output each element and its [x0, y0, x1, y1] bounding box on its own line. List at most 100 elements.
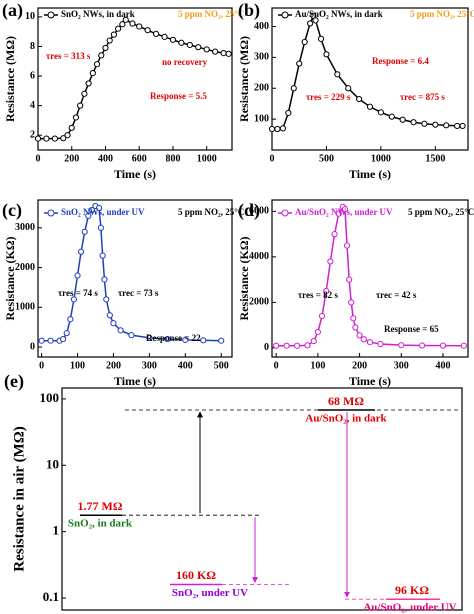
- x-tick-label: 500: [214, 360, 229, 371]
- panel-label: (b): [238, 0, 260, 21]
- data-point: [432, 121, 439, 128]
- data-point: [89, 69, 96, 77]
- x-tick-label: 400: [178, 360, 193, 371]
- data-point: [314, 328, 321, 336]
- data-point: [421, 120, 428, 127]
- data-point: [307, 20, 314, 27]
- x-tick-label: 500: [319, 153, 334, 164]
- data-point: [454, 122, 461, 130]
- data-point: [81, 90, 88, 97]
- data-point: [122, 16, 129, 23]
- data-point: [101, 276, 108, 283]
- y-tick-label: 2: [30, 130, 35, 141]
- data-point: [78, 248, 85, 255]
- data-point: [352, 324, 359, 331]
- level-category: Au/SnO₂, in dark: [305, 413, 387, 425]
- data-point: [106, 37, 113, 44]
- data-point: [334, 71, 341, 78]
- data-point: [68, 124, 75, 131]
- data-point: [443, 122, 450, 129]
- data-point: [323, 51, 330, 58]
- panel-label: (a): [2, 0, 23, 21]
- data-point: [410, 119, 417, 126]
- data-point: [38, 337, 45, 344]
- y-axis-label: Resistance (MΩ): [237, 36, 251, 122]
- x-tick-label: 0: [36, 153, 41, 164]
- data-point: [317, 35, 325, 42]
- value-label: 68 MΩ: [328, 394, 364, 408]
- data-point: [274, 125, 281, 133]
- legend-marker: [281, 209, 289, 217]
- value-label: 1.77 MΩ: [78, 499, 123, 513]
- data-point: [377, 109, 384, 116]
- x-tick-label: 800: [165, 153, 180, 164]
- y-axis-label: Resistance (KΩ): [3, 237, 17, 321]
- y-tick-label: 10: [25, 11, 35, 22]
- plot-frame: [271, 199, 469, 358]
- data-line: [38, 18, 229, 140]
- condition: 5 ppm NO₂, 25°C: [408, 207, 474, 217]
- data-point: [97, 224, 104, 231]
- data-point: [110, 31, 118, 38]
- x-axis-label: Time (s): [349, 167, 391, 181]
- annotation: Response = 5.5: [150, 91, 207, 101]
- y-tick-label: 2000: [15, 262, 35, 273]
- y-tick-label: 4: [30, 100, 35, 111]
- data-point: [164, 336, 171, 343]
- data-point: [103, 296, 110, 303]
- plot-frame: [271, 7, 469, 151]
- y-tick-label: 0: [264, 342, 269, 353]
- data-point: [182, 336, 189, 344]
- annotation: τres = 82 s: [298, 290, 338, 300]
- value-label: 96 KΩ: [395, 583, 429, 597]
- x-tick-label: 100: [310, 360, 325, 371]
- annotation: τrec = 73 s: [118, 288, 159, 298]
- y-tick-label: 200: [254, 83, 269, 94]
- data-point: [81, 228, 88, 235]
- data-point: [273, 342, 280, 349]
- data-point: [439, 342, 447, 349]
- data-point: [285, 109, 292, 117]
- data-point: [169, 36, 177, 43]
- y-tick-label: 6: [30, 70, 35, 81]
- x-tick-label: 100: [70, 360, 85, 371]
- data-point: [212, 48, 219, 55]
- y-axis-label: Resistance in air (MΩ): [11, 426, 27, 571]
- condition: 5 ppm NO₂, 25°C: [410, 9, 474, 19]
- plot-frame: [37, 7, 233, 151]
- data-point: [129, 20, 136, 27]
- data-point: [296, 60, 303, 67]
- data-point: [290, 85, 297, 92]
- x-tick-label: 0: [274, 360, 279, 371]
- legend-marker: [47, 11, 55, 19]
- y-tick-label: 100: [40, 390, 60, 405]
- data-point: [350, 315, 357, 322]
- y-tick-label: 2000: [249, 297, 269, 308]
- data-point: [51, 135, 58, 142]
- x-tick-label: 1500: [425, 153, 445, 164]
- panel-label: (e): [4, 371, 24, 392]
- data-point: [152, 30, 160, 37]
- data-point: [331, 231, 338, 238]
- data-point: [99, 252, 106, 259]
- data-point: [85, 80, 92, 87]
- y-tick-label: 1000: [15, 302, 35, 313]
- data-point: [72, 114, 80, 121]
- annotation: τres = 229 s: [306, 92, 351, 102]
- data-point: [64, 132, 71, 139]
- legend-label: SnO₂ NWs, under UV: [61, 207, 145, 217]
- data-point: [115, 25, 122, 32]
- y-tick-label: 400: [254, 21, 269, 32]
- data-point: [459, 122, 466, 130]
- y-tick-label: 100: [254, 113, 269, 124]
- data-point: [47, 337, 54, 344]
- legend-label: Au/SnO₂ NWs, under UV: [295, 207, 393, 217]
- data-point: [178, 39, 185, 46]
- data-point: [195, 44, 202, 51]
- y-tick-label: 10: [46, 456, 59, 471]
- data-point: [399, 116, 406, 123]
- data-point: [60, 336, 67, 343]
- data-point: [225, 50, 232, 57]
- level-category: SnO₂, in dark: [68, 518, 133, 530]
- data-point: [203, 46, 210, 53]
